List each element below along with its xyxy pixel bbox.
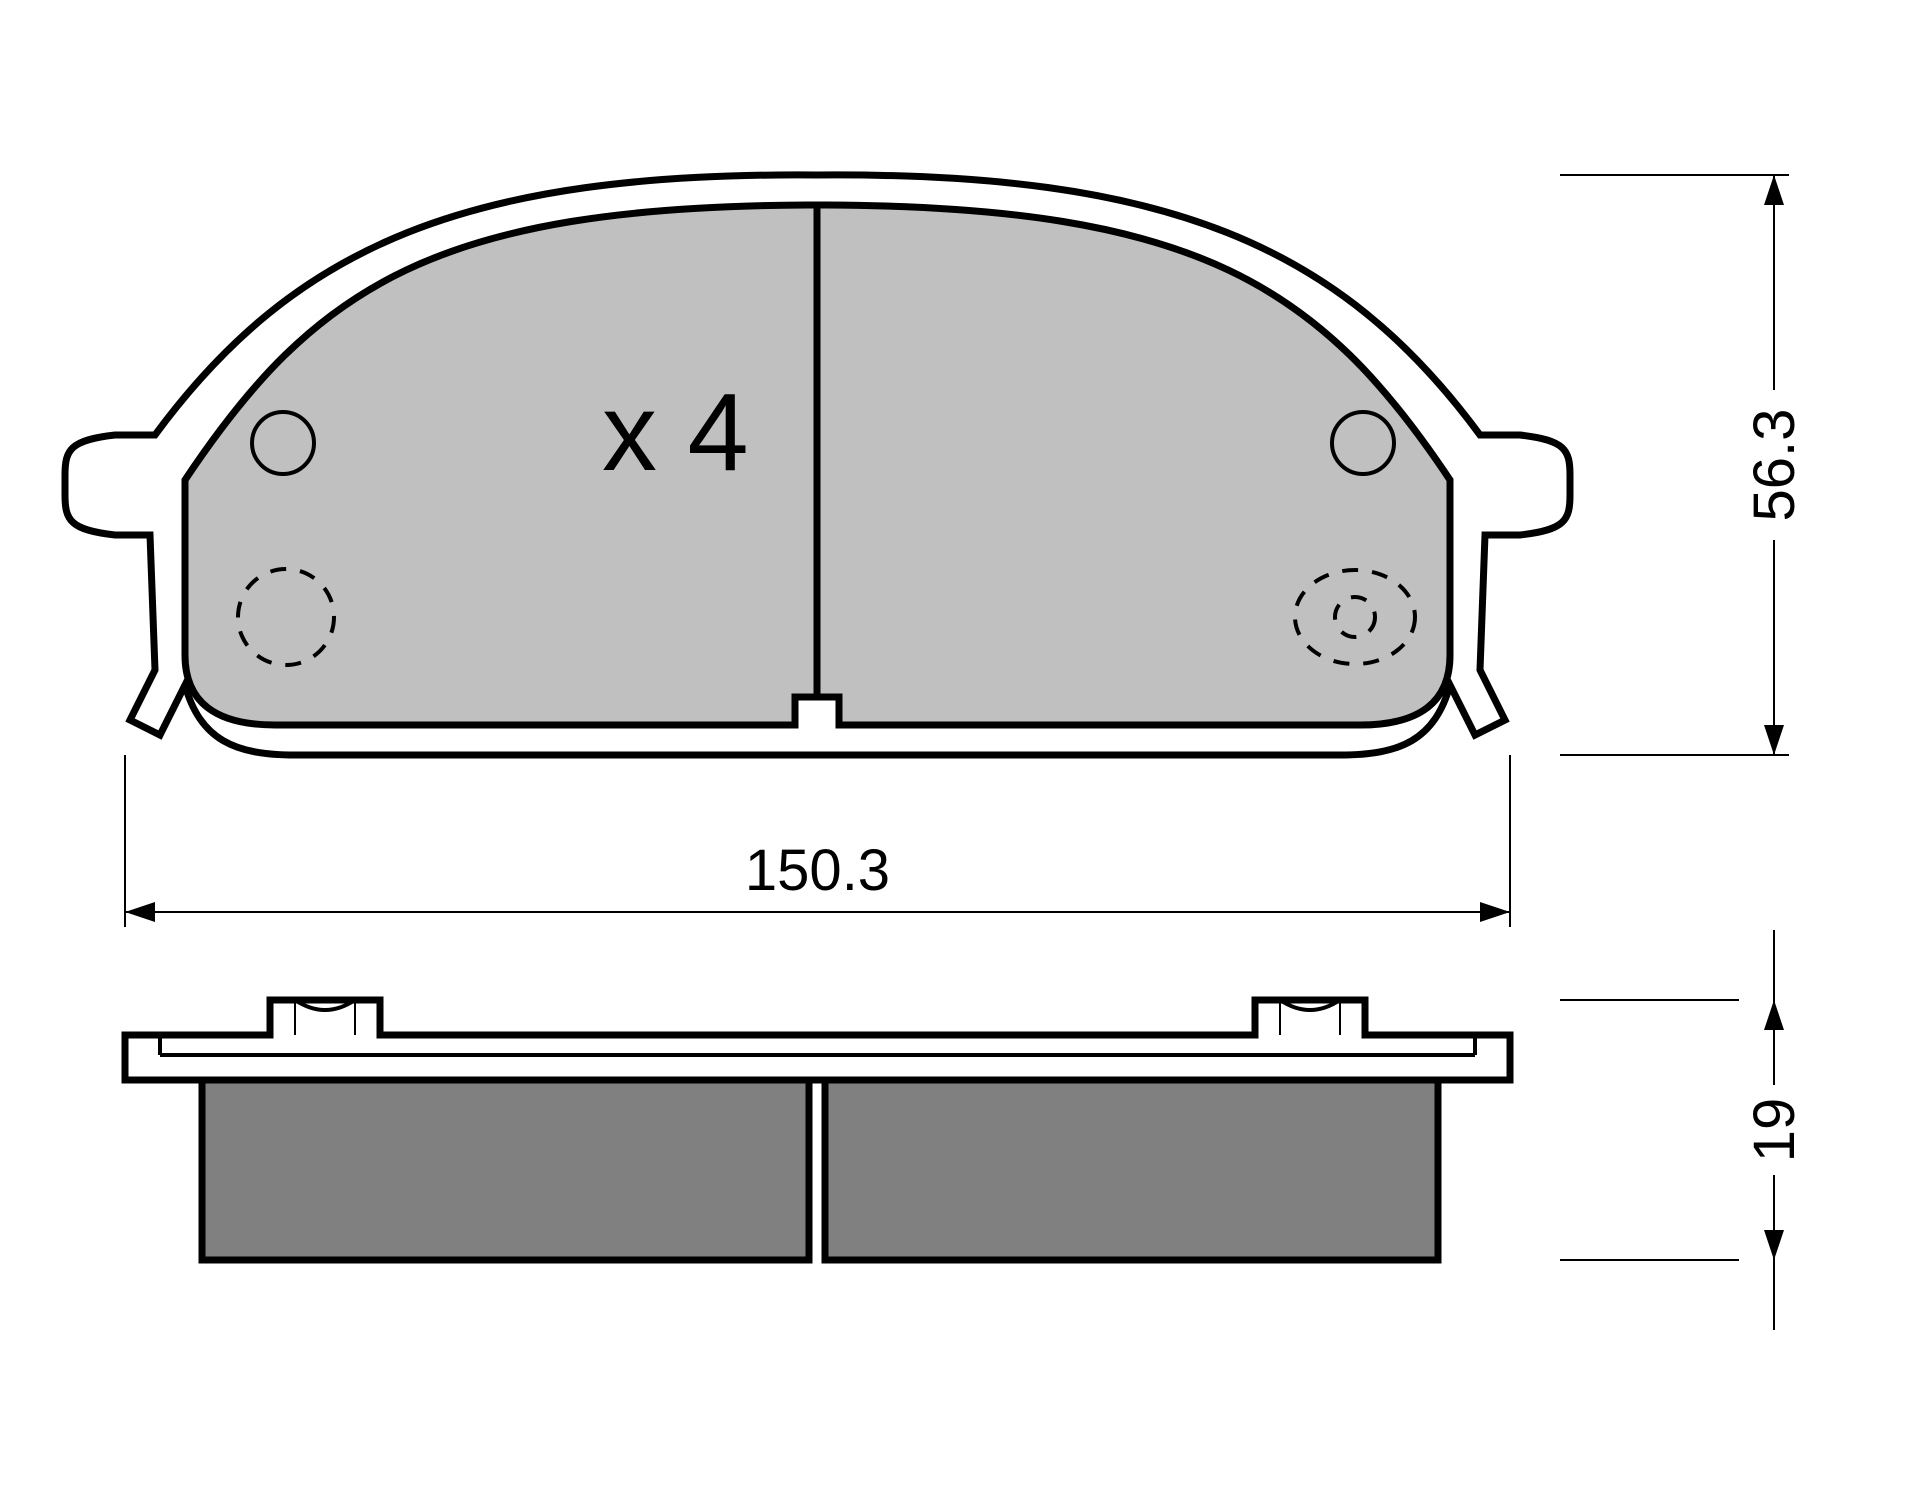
side-friction-left [202,1080,809,1260]
side-friction-right [825,1080,1438,1260]
height-dimension-label: 56.3 [1742,409,1807,522]
technical-drawing: x 4 150.3 56.3 19 [0,0,1920,1494]
quantity-annotation: x 4 [602,371,749,494]
width-dimension-label: 150.3 [745,838,890,903]
thickness-dimension-label: 19 [1742,1098,1807,1163]
